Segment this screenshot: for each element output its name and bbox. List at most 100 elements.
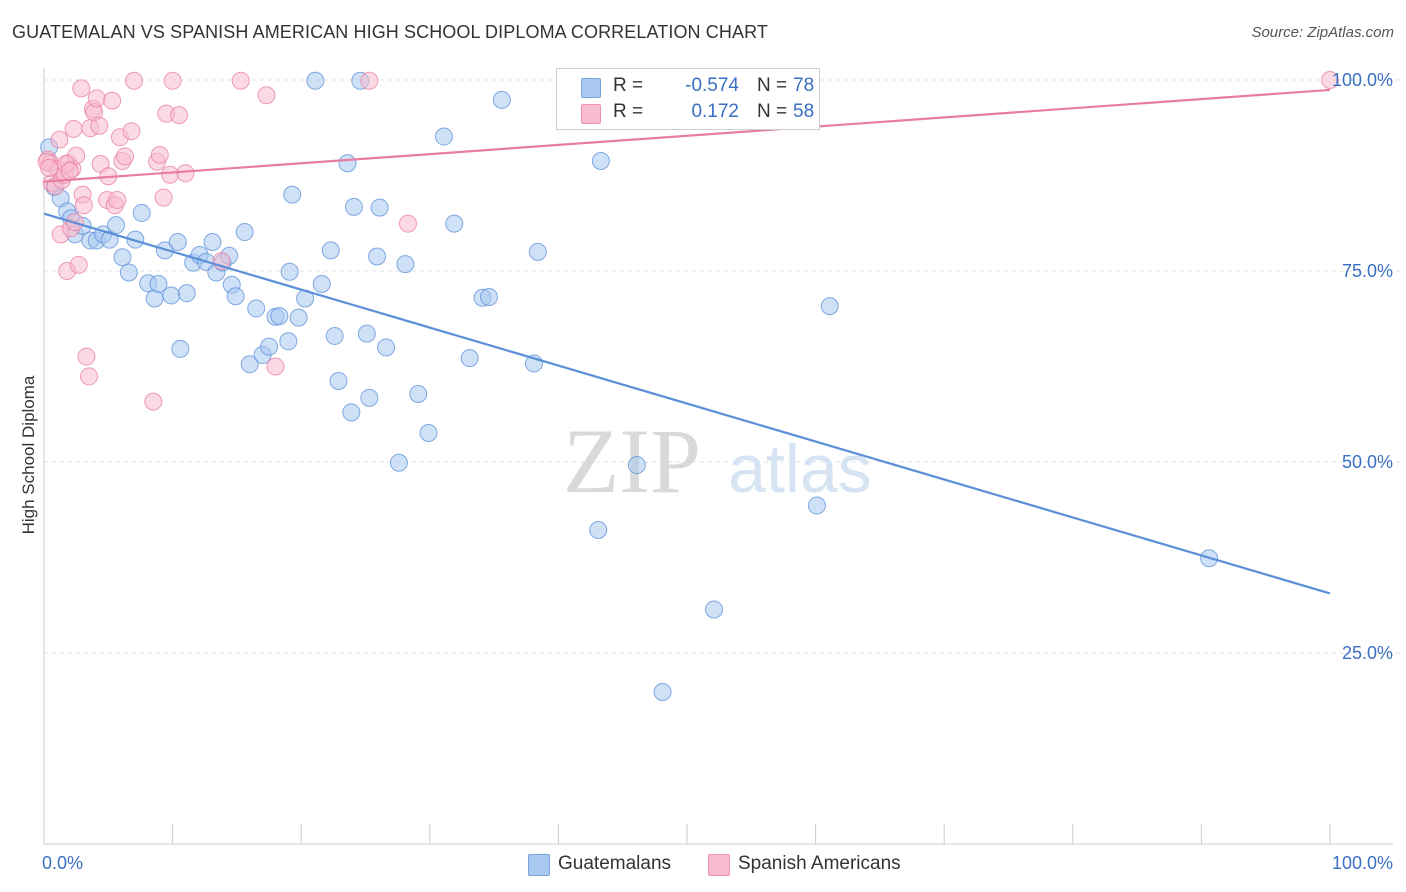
point-guatemalans [419,423,438,442]
point-guatemalans [247,299,266,318]
point-guatemalans [344,197,363,216]
point-guatemalans [445,214,464,233]
point-guatemalans [240,355,259,374]
x-tick-labels: 0.0% 100.0% [42,853,1393,873]
point-spanish-americans [163,71,182,90]
point-spanish-americans [50,130,69,149]
x-tick-label: 0.0% [42,853,83,873]
y-tick-label: 50.0% [1342,452,1393,472]
point-spanish-americans [108,190,127,209]
point-guatemalans [113,248,132,267]
n-value: 78 [793,75,815,96]
point-spanish-americans [154,188,173,207]
trend-line-spanish-americans [43,88,1331,183]
point-guatemalans [203,232,222,251]
point-guatemalans [653,682,672,701]
point-guatemalans [168,232,187,251]
point-guatemalans [360,388,379,407]
point-guatemalans [820,297,839,316]
point-spanish-americans [257,86,276,105]
point-guatemalans [107,216,126,235]
point-spanish-americans [40,158,59,177]
point-spanish-americans [90,116,109,135]
point-guatemalans [434,127,453,146]
point-guatemalans [289,308,308,327]
swatch-spanish-americans [581,104,601,124]
point-guatemalans [279,332,298,351]
y-tick-label: 75.0% [1342,261,1393,281]
point-guatemalans [479,287,498,306]
n-value: 58 [793,101,815,122]
legend-swatch-spanish-americans [708,854,730,876]
point-spanish-americans [116,147,135,166]
point-guatemalans [338,154,357,173]
point-spanish-americans [87,89,106,108]
point-guatemalans [589,520,608,539]
point-spanish-americans [144,392,163,411]
point-guatemalans [260,337,279,356]
point-spanish-americans [1321,71,1339,89]
point-spanish-americans [398,214,417,233]
axes [43,68,1393,845]
point-guatemalans [342,403,361,422]
legend-label-spanish-americans: Spanish Americans [738,853,901,874]
chart-source: Source: ZipAtlas.com [1251,24,1394,41]
chart-title: GUATEMALAN VS SPANISH AMERICAN HIGH SCHO… [12,22,768,42]
point-guatemalans [329,372,348,391]
point-spanish-americans [125,71,144,90]
n-label: N = [757,101,788,122]
point-guatemalans [162,286,181,305]
point-guatemalans [591,151,610,170]
legend-swatch-guatemalans [528,854,550,876]
point-guatemalans [235,223,254,242]
stats-legend: R = -0.574 N = 78 R = 0.172 N = 58 [556,68,820,130]
point-guatemalans [280,262,299,281]
point-guatemalans [528,242,547,261]
x-tick-label: 100.0% [1332,853,1393,873]
point-spanish-americans [103,91,122,110]
point-guatemalans [119,263,138,282]
point-spanish-americans [74,196,93,215]
point-guatemalans [306,71,325,90]
swatch-guatemalans [581,78,601,98]
point-guatemalans [325,326,344,345]
point-guatemalans [177,284,196,303]
point-spanish-americans [360,71,379,90]
point-guatemalans [807,496,826,515]
point-guatemalans [409,385,428,404]
point-guatemalans [396,255,415,274]
point-guatemalans [377,338,396,357]
point-spanish-americans [64,119,83,138]
point-spanish-americans [266,357,285,376]
watermark-atlas: atlas [728,431,872,507]
point-guatemalans [171,339,190,358]
point-spanish-americans [170,106,189,125]
point-guatemalans [283,185,302,204]
point-guatemalans [370,198,389,217]
point-spanish-americans [231,71,250,90]
point-guatemalans [149,274,168,293]
point-spanish-americans [77,347,96,366]
y-axis-label: High School Diploma [19,375,38,534]
point-guatemalans [492,90,511,109]
data-points [37,71,1339,701]
point-spanish-americans [80,367,99,386]
point-spanish-americans [161,165,180,184]
point-spanish-americans [69,255,88,274]
y-tick-label: 100.0% [1332,70,1393,90]
point-guatemalans [321,241,340,260]
point-spanish-americans [60,161,79,180]
point-guatemalans [270,307,289,326]
y-tick-label: 25.0% [1342,643,1393,663]
grid-lines [44,79,1400,654]
point-guatemalans [312,274,331,293]
trend-line-guatemalans [43,212,1331,595]
n-label: N = [757,75,788,96]
point-spanish-americans [122,122,141,141]
point-spanish-americans [72,79,91,98]
point-guatemalans [460,349,479,368]
r-label: R = [613,101,644,122]
point-guatemalans [389,453,408,472]
r-label: R = [613,75,644,96]
